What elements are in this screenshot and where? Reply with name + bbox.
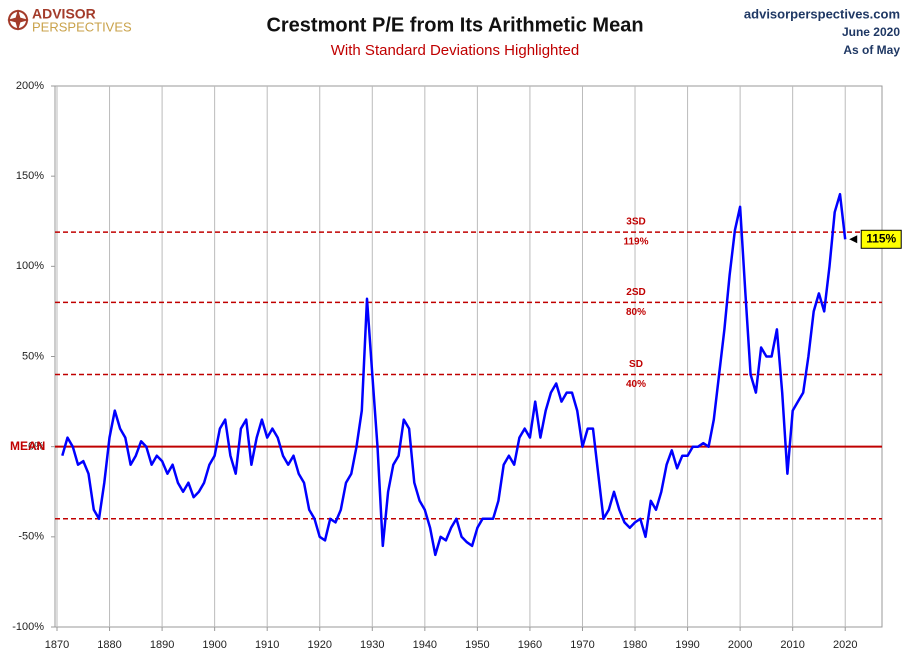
x-tick-label: 1980: [623, 639, 647, 651]
reference-name: 3SD: [626, 217, 645, 228]
x-tick-label: 1870: [45, 639, 69, 651]
x-tick-label: 1920: [307, 639, 331, 651]
source-as-of: As of May: [843, 43, 900, 57]
annotation-box: [860, 229, 902, 249]
logo-icon-star: [7, 9, 29, 31]
chart-title: Crestmont P/E from Its Arithmetic Mean: [266, 14, 643, 36]
annotation-arrow: [849, 235, 858, 244]
reference-label: 119%: [623, 237, 648, 248]
reference-label: 80%: [626, 307, 646, 318]
source-date: June 2020: [842, 25, 900, 39]
x-tick-label: 1890: [150, 639, 174, 651]
x-tick-label: 1970: [570, 639, 594, 651]
chart-subtitle: With Standard Deviations Highlighted: [331, 42, 579, 59]
x-tick-label: 1950: [465, 639, 489, 651]
brand-name: ADVISOR: [32, 6, 96, 22]
x-tick-label: 1960: [518, 639, 542, 651]
x-tick-label: 1990: [675, 639, 699, 651]
y-tick-label: 50%: [22, 350, 44, 362]
y-tick-label: -100%: [12, 621, 44, 633]
x-tick-label: 1930: [360, 639, 384, 651]
brand-tagline: PERSPECTIVES: [32, 19, 132, 34]
x-tick-label: 2000: [728, 639, 752, 651]
reference-label: 40%: [626, 379, 646, 390]
reference-label: MEAN: [10, 439, 45, 453]
x-tick-label: 2020: [833, 639, 857, 651]
x-tick-label: 1880: [97, 639, 121, 651]
logo: [7, 9, 29, 31]
y-tick-label: 200%: [16, 80, 44, 92]
reference-name: SD: [629, 359, 643, 370]
x-tick-label: 2010: [780, 639, 804, 651]
annotation-label: 115%: [866, 231, 896, 245]
x-tick-label: 1910: [255, 639, 279, 651]
plot-area: [54, 85, 883, 628]
reference-name: 2SD: [626, 287, 645, 298]
x-tick-label: 1940: [413, 639, 437, 651]
y-tick-label: -50%: [18, 531, 44, 543]
x-tick-label: 1900: [202, 639, 226, 651]
y-tick-label: 150%: [16, 170, 44, 182]
y-tick-label: 0%: [28, 441, 44, 453]
data-line: [61, 192, 847, 557]
source-site: advisorperspectives.com: [744, 6, 900, 21]
y-tick-label: 100%: [16, 260, 44, 272]
